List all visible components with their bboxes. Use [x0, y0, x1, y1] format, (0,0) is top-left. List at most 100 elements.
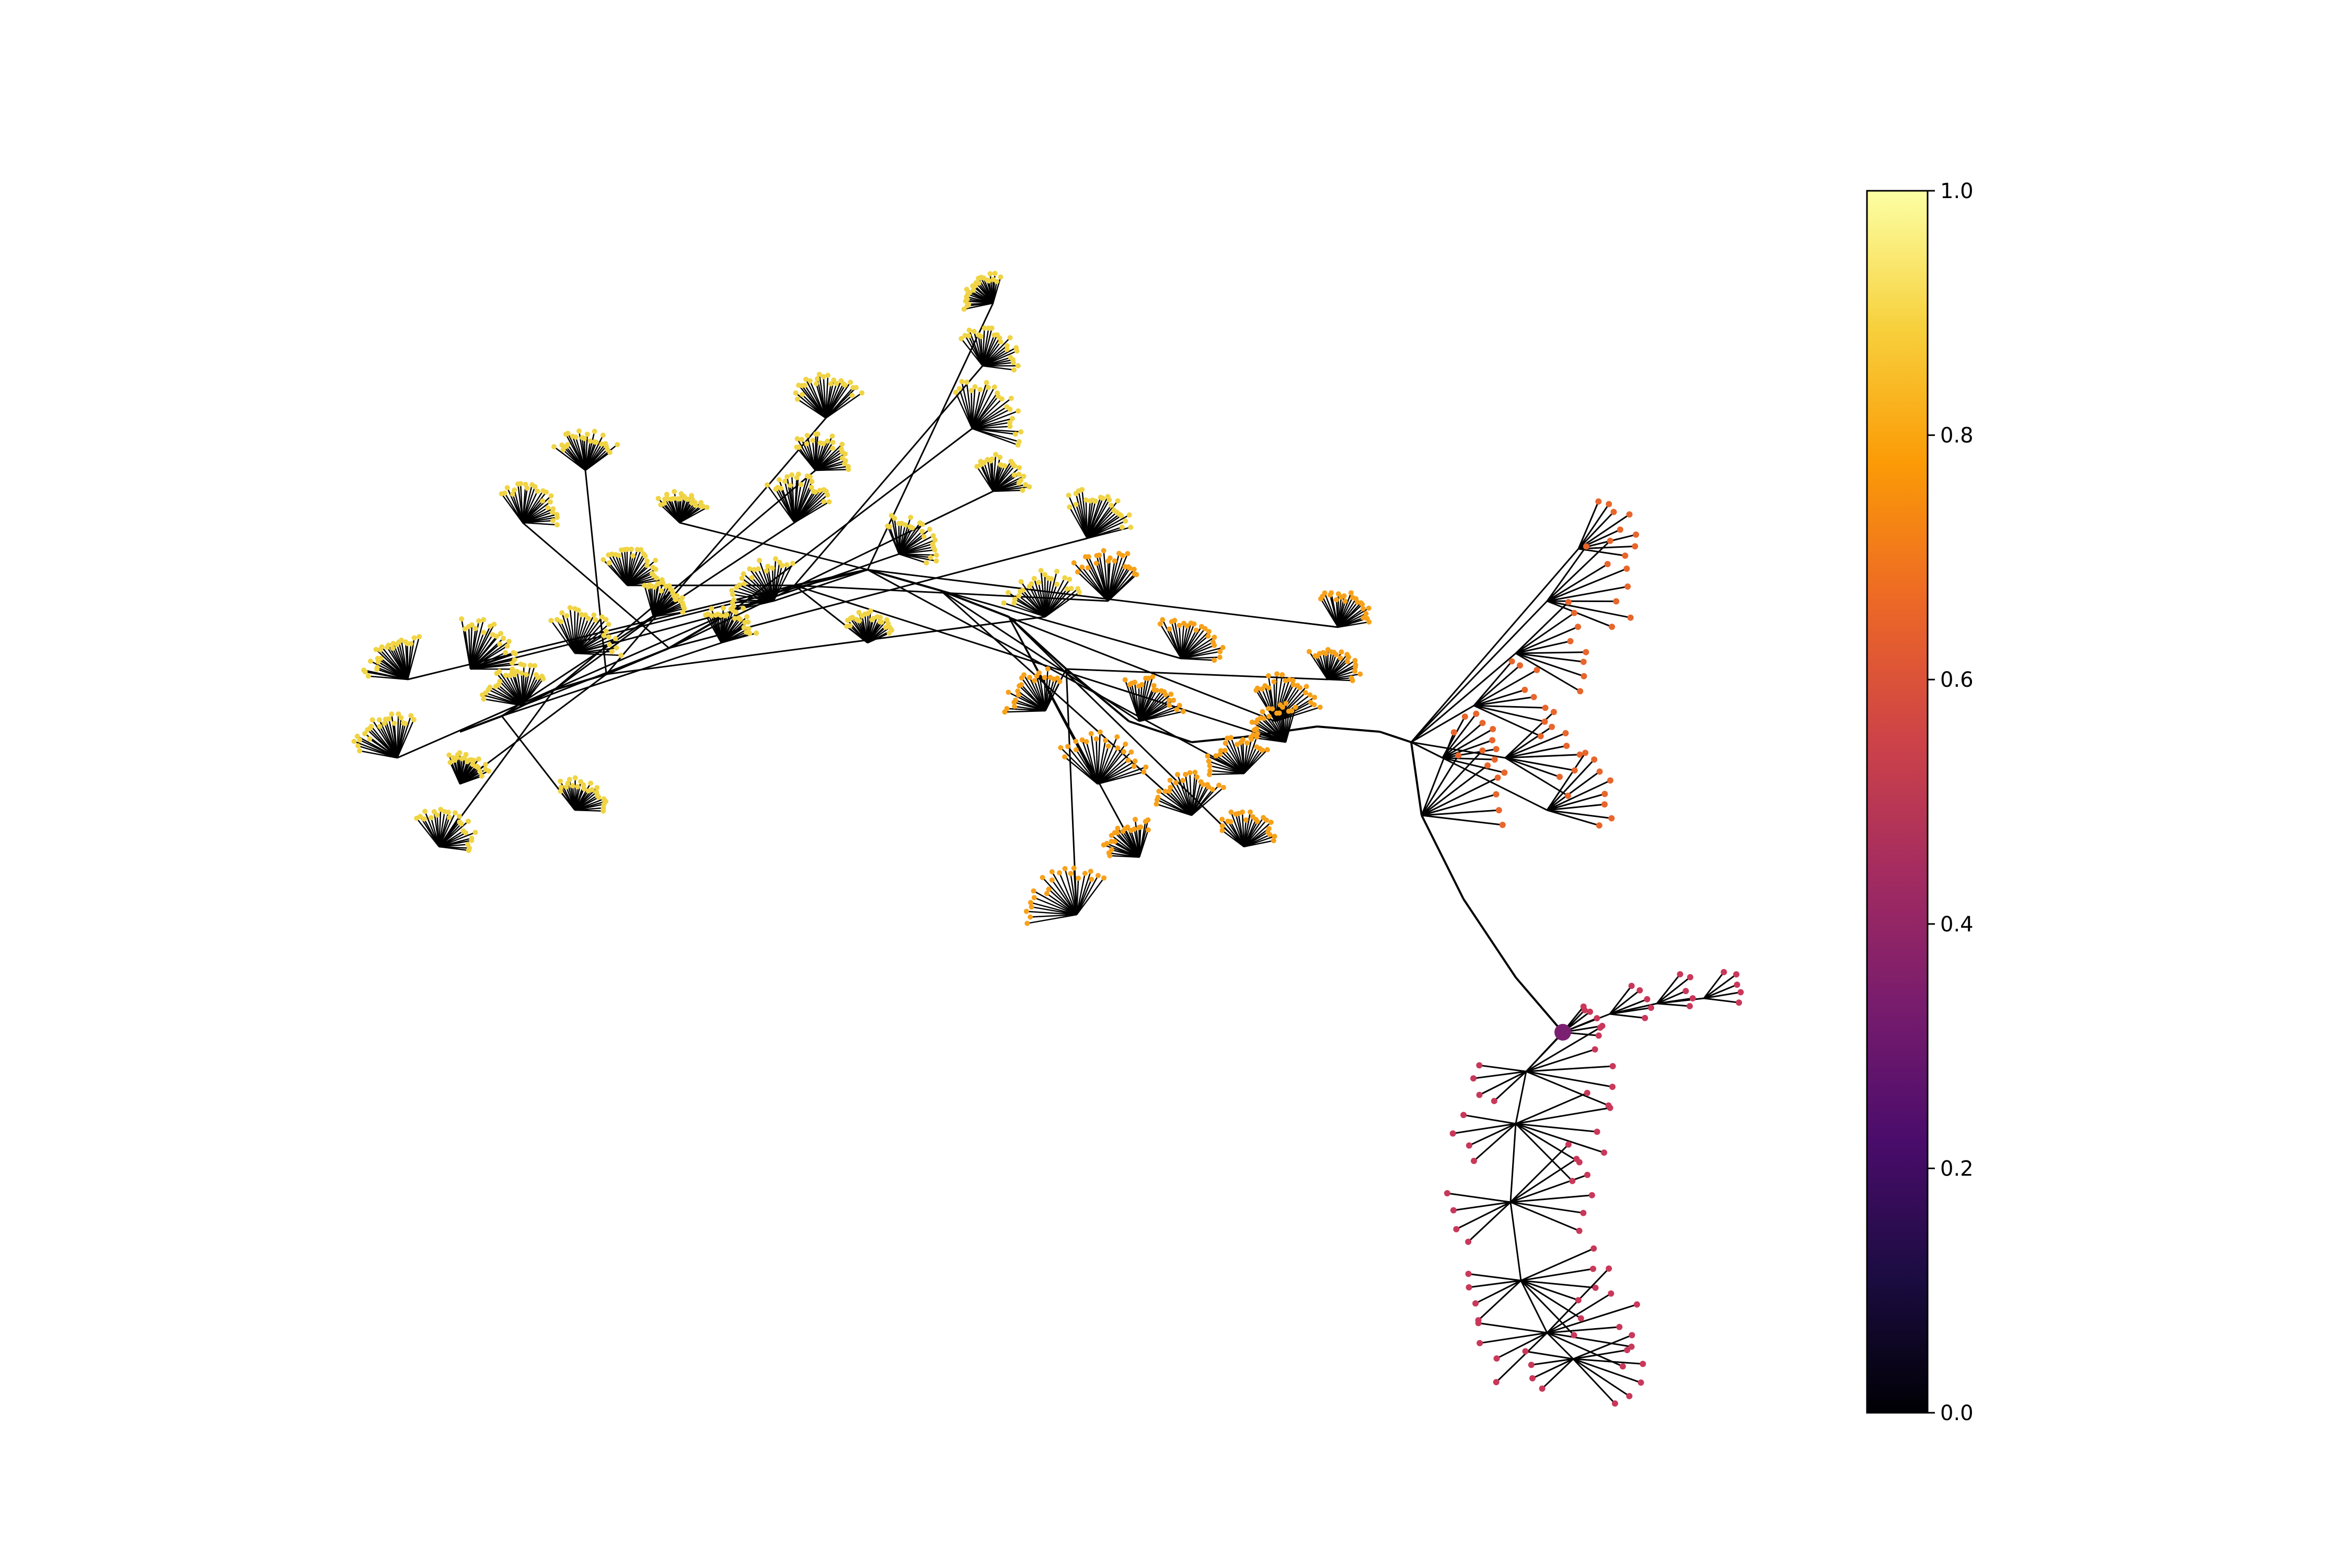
tree-edge [1532, 1358, 1574, 1379]
tree-node [1088, 731, 1094, 736]
tree-node [532, 663, 538, 668]
tree-node [1450, 729, 1457, 736]
tree-node [1521, 686, 1528, 693]
tree-edge [1065, 668, 1078, 915]
tree-edge [1139, 711, 1184, 722]
tree-node [730, 592, 735, 597]
tree-edge [439, 832, 476, 848]
tree-node [971, 329, 977, 334]
tree-node [799, 436, 804, 442]
tree-node [1122, 677, 1128, 683]
tree-node [1352, 668, 1358, 674]
tree-edge [1473, 696, 1534, 707]
tree-edge [439, 821, 469, 847]
tree-node [1476, 1091, 1483, 1098]
tree-node [472, 829, 478, 835]
tree-node [1255, 731, 1260, 736]
tree-edge [1505, 757, 1569, 797]
tree-edge [1017, 690, 1046, 712]
tree-node [1020, 587, 1025, 593]
tree-node [1619, 1363, 1626, 1370]
tree-edge [971, 386, 995, 429]
tree-node [1534, 666, 1540, 673]
tree-edge [1509, 1144, 1569, 1203]
tree-edge [773, 564, 788, 602]
tree-graph [351, 271, 1744, 1407]
tree-node [1191, 621, 1197, 627]
tree-node [1126, 512, 1132, 518]
tree-edge [1577, 511, 1615, 550]
tree-node [1011, 367, 1017, 373]
tree-edge [1317, 725, 1380, 733]
tree-edge [1243, 739, 1252, 774]
tree-node [1219, 816, 1225, 822]
tree-edge [561, 613, 576, 654]
tree-node [1085, 565, 1091, 571]
tree-edge [1515, 1071, 1527, 1124]
tree-edge [1238, 813, 1245, 847]
tree-node [1571, 1332, 1577, 1339]
tree-edge [1128, 720, 1192, 743]
tree-node [1007, 420, 1013, 425]
tree-node [457, 750, 463, 756]
tree-node [386, 716, 391, 722]
tree-node [1151, 683, 1157, 688]
tree-node [1550, 709, 1557, 716]
tree-node [1587, 1008, 1593, 1015]
tree-node [1352, 658, 1358, 663]
tree-edge [825, 392, 862, 419]
tree-node [1606, 501, 1612, 508]
tree-node [966, 327, 972, 333]
tree-node [357, 737, 363, 743]
tree-edge [1479, 1070, 1527, 1096]
tree-edge [469, 619, 485, 670]
tree-node [794, 436, 800, 442]
tree-node [1638, 1379, 1644, 1386]
tree-edge [1520, 1279, 1579, 1301]
tree-node [459, 616, 465, 622]
tree-node [788, 482, 793, 488]
tree-edge [522, 522, 670, 649]
tree-node [1484, 762, 1491, 769]
tree-node [933, 558, 939, 564]
tree-node [1617, 526, 1623, 533]
tree-node [1029, 904, 1034, 910]
tree-node [796, 444, 802, 450]
tree-edge [993, 489, 1023, 492]
tree-node [606, 560, 612, 566]
tree-node [446, 814, 452, 820]
tree-edge [1097, 760, 1136, 785]
tree-edge [1087, 520, 1126, 539]
tree-edge [773, 559, 777, 602]
tree-node [559, 442, 565, 448]
tree-node [1065, 744, 1070, 750]
tree-node [804, 441, 810, 447]
tree-node [859, 390, 864, 396]
tree-edge [1004, 602, 1046, 618]
tree-edge [554, 446, 586, 471]
tree-edge [1495, 1332, 1548, 1383]
tree-edge [898, 549, 935, 555]
colorbar-tick-label: 0.8 [1940, 424, 1974, 448]
tree-edge [520, 483, 524, 523]
tree-node [1219, 827, 1225, 833]
tree-node [564, 613, 570, 619]
tree-edge [679, 506, 708, 524]
tree-node [1120, 552, 1125, 558]
tree-node [1058, 745, 1064, 751]
tree-node [1028, 900, 1033, 905]
tree-node [1312, 695, 1318, 700]
tree-edge [1573, 1358, 1630, 1397]
tree-node [1205, 753, 1210, 759]
tree-node [1594, 1128, 1600, 1135]
tree-node [1265, 673, 1271, 678]
tree-edge [1547, 1304, 1638, 1334]
tree-node [1609, 1083, 1616, 1090]
tree-node [853, 385, 859, 390]
tree-node [504, 643, 510, 649]
tree-edge [1045, 592, 1080, 618]
tree-node [1079, 564, 1085, 570]
tree-edge [1191, 777, 1198, 816]
tree-node [992, 271, 998, 276]
tree-node [736, 582, 742, 588]
